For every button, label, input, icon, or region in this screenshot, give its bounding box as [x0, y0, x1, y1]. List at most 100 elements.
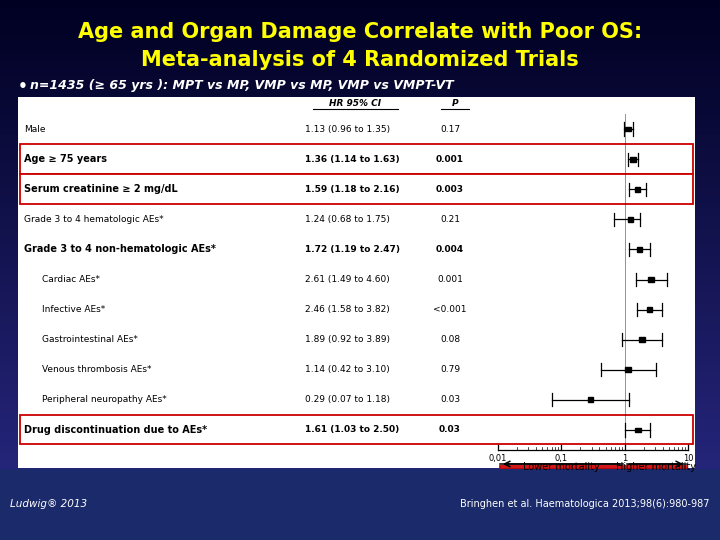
Text: 0.17: 0.17 — [440, 125, 460, 133]
Bar — [0, 237, 720, 243]
Text: Venous thrombosis AEs*: Venous thrombosis AEs* — [42, 365, 151, 374]
Bar — [648, 277, 654, 282]
Bar — [0, 364, 720, 372]
Bar — [0, 465, 720, 472]
Text: 0.79: 0.79 — [440, 365, 460, 374]
Bar — [588, 397, 593, 402]
Bar — [0, 526, 720, 534]
Bar — [636, 247, 642, 252]
Bar — [0, 358, 720, 365]
Bar — [0, 493, 720, 500]
Bar — [0, 452, 720, 459]
Bar — [0, 459, 720, 465]
Bar — [0, 216, 720, 222]
Bar — [0, 94, 720, 102]
Bar — [500, 466, 686, 468]
Text: 1.89 (0.92 to 3.89): 1.89 (0.92 to 3.89) — [305, 335, 390, 344]
Bar — [0, 284, 720, 291]
Bar — [0, 68, 720, 74]
Bar — [20, 415, 693, 444]
Bar — [0, 263, 720, 270]
Bar — [625, 127, 631, 131]
Bar — [0, 230, 720, 237]
Bar — [0, 486, 720, 492]
Bar — [0, 276, 720, 284]
Bar — [0, 345, 720, 351]
Bar — [0, 141, 720, 149]
Text: 1.14 (0.42 to 3.10): 1.14 (0.42 to 3.10) — [305, 365, 390, 374]
Bar — [0, 122, 720, 128]
Text: 0.08: 0.08 — [440, 335, 460, 344]
Bar — [0, 372, 720, 378]
Text: HR 95% CI: HR 95% CI — [329, 99, 381, 108]
Bar — [0, 534, 720, 540]
Bar — [0, 176, 720, 183]
Bar — [0, 243, 720, 249]
Bar — [0, 102, 720, 108]
Text: n=1435 (≥ 65 yrs ): MPT vs MP, VMP vs MP, VMP vs VMPT-VT: n=1435 (≥ 65 yrs ): MPT vs MP, VMP vs MP… — [30, 79, 454, 92]
Bar — [0, 446, 720, 453]
Text: 0.004: 0.004 — [436, 245, 464, 254]
Bar — [0, 270, 720, 276]
Bar — [0, 108, 720, 115]
Text: 0,1: 0,1 — [555, 454, 568, 463]
Text: 1.13 (0.96 to 1.35): 1.13 (0.96 to 1.35) — [305, 125, 390, 133]
Bar — [0, 303, 720, 310]
Bar — [0, 74, 720, 81]
Bar — [0, 168, 720, 176]
Text: 2.61 (1.49 to 4.60): 2.61 (1.49 to 4.60) — [305, 275, 390, 284]
Bar — [0, 426, 720, 432]
Text: Infective AEs*: Infective AEs* — [42, 305, 105, 314]
Bar — [20, 174, 693, 204]
Text: 1.24 (0.68 to 1.75): 1.24 (0.68 to 1.75) — [305, 215, 390, 224]
Text: 0.003: 0.003 — [436, 185, 464, 194]
Bar — [0, 438, 720, 445]
Bar — [0, 317, 720, 324]
Text: Male: Male — [24, 125, 45, 133]
Text: P: P — [451, 99, 459, 108]
Text: Grade 3 to 4 non-hematologic AEs*: Grade 3 to 4 non-hematologic AEs* — [24, 245, 216, 254]
Text: 0.03: 0.03 — [440, 395, 460, 404]
Text: 1.59 (1.18 to 2.16): 1.59 (1.18 to 2.16) — [305, 185, 400, 194]
Text: Higher mortality: Higher mortality — [616, 462, 696, 472]
Bar — [0, 33, 720, 40]
Text: 2.46 (1.58 to 3.82): 2.46 (1.58 to 3.82) — [305, 305, 390, 314]
Bar — [0, 513, 720, 519]
Bar — [0, 249, 720, 256]
Bar — [0, 222, 720, 230]
Text: Peripheral neuropathy AEs*: Peripheral neuropathy AEs* — [42, 395, 167, 404]
Bar — [0, 40, 720, 47]
Bar — [0, 183, 720, 189]
Bar — [0, 324, 720, 330]
Text: 0.21: 0.21 — [440, 215, 460, 224]
Bar — [20, 144, 693, 173]
Text: Ludwig® 2013: Ludwig® 2013 — [10, 499, 87, 509]
Bar — [0, 81, 720, 87]
Bar — [0, 148, 720, 156]
Bar — [0, 297, 720, 303]
Text: Grade 3 to 4 hematologic AEs*: Grade 3 to 4 hematologic AEs* — [24, 215, 163, 224]
Bar — [0, 47, 720, 54]
Bar — [0, 209, 720, 216]
Bar — [0, 0, 720, 6]
Bar — [0, 338, 720, 345]
Text: Bringhen et al. Haematologica 2013;98(6):980-987: Bringhen et al. Haematologica 2013;98(6)… — [461, 499, 710, 509]
Bar — [0, 519, 720, 526]
Text: 0.001: 0.001 — [437, 275, 463, 284]
Bar — [0, 432, 720, 438]
Bar — [0, 418, 720, 426]
Text: Lower mortality: Lower mortality — [523, 462, 600, 472]
Bar — [0, 189, 720, 195]
Bar — [0, 399, 720, 405]
Bar — [0, 156, 720, 162]
Bar — [0, 469, 720, 540]
Text: 1: 1 — [622, 454, 627, 463]
Text: 1.36 (1.14 to 1.63): 1.36 (1.14 to 1.63) — [305, 154, 400, 164]
Text: 0.03: 0.03 — [439, 426, 461, 435]
Bar — [0, 480, 720, 486]
Bar — [634, 187, 640, 192]
Bar — [0, 256, 720, 263]
Bar — [0, 195, 720, 202]
Text: •: • — [18, 78, 28, 93]
Bar — [0, 20, 720, 27]
